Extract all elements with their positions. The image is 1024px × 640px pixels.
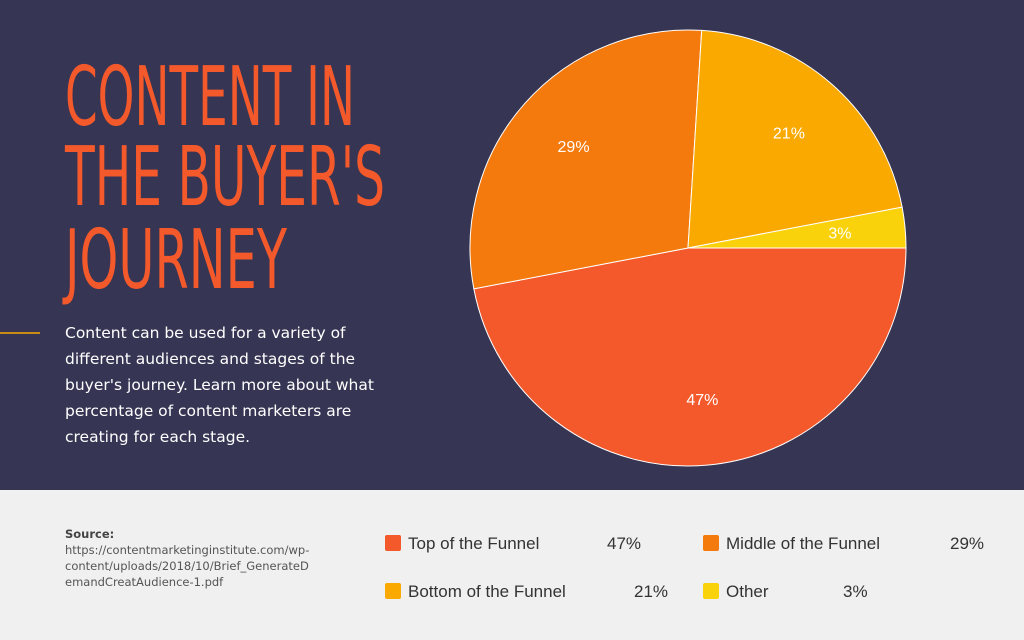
data-label: 21% [773, 126, 805, 143]
pie-slice [687, 206, 907, 249]
data-label: 47% [686, 392, 718, 409]
title: CONTENT IN [65, 50, 355, 145]
legend-swatch [385, 583, 401, 599]
source: Source: https://contentmarketinginstitut… [65, 526, 310, 590]
pie-slice [469, 29, 703, 290]
source-label: Source: [65, 527, 115, 541]
legend-swatch [703, 583, 719, 599]
legend-value: 29% [950, 534, 984, 553]
footer-band [0, 490, 1024, 640]
data-label: 3% [828, 226, 851, 243]
data-label: 29% [558, 139, 590, 156]
title: JOURNEY [62, 213, 288, 308]
legend-value: 3% [843, 582, 868, 601]
legend-swatch [385, 535, 401, 551]
pie-slice [473, 247, 907, 467]
description: Content can be used for a variety of dif… [65, 324, 374, 446]
legend-value: 47% [607, 534, 641, 553]
title: THE BUYER'S [64, 130, 385, 225]
legend-value: 21% [634, 582, 668, 601]
legend-label: Top of the Funnel [408, 534, 539, 553]
legend-swatch [703, 535, 719, 551]
pie-slice [687, 29, 903, 249]
source-url: https://contentmarketinginstitute.com/wp… [65, 543, 310, 589]
legend-label: Middle of the Funnel [726, 534, 880, 553]
legend-label: Bottom of the Funnel [408, 582, 566, 601]
legend-label: Other [726, 582, 769, 601]
